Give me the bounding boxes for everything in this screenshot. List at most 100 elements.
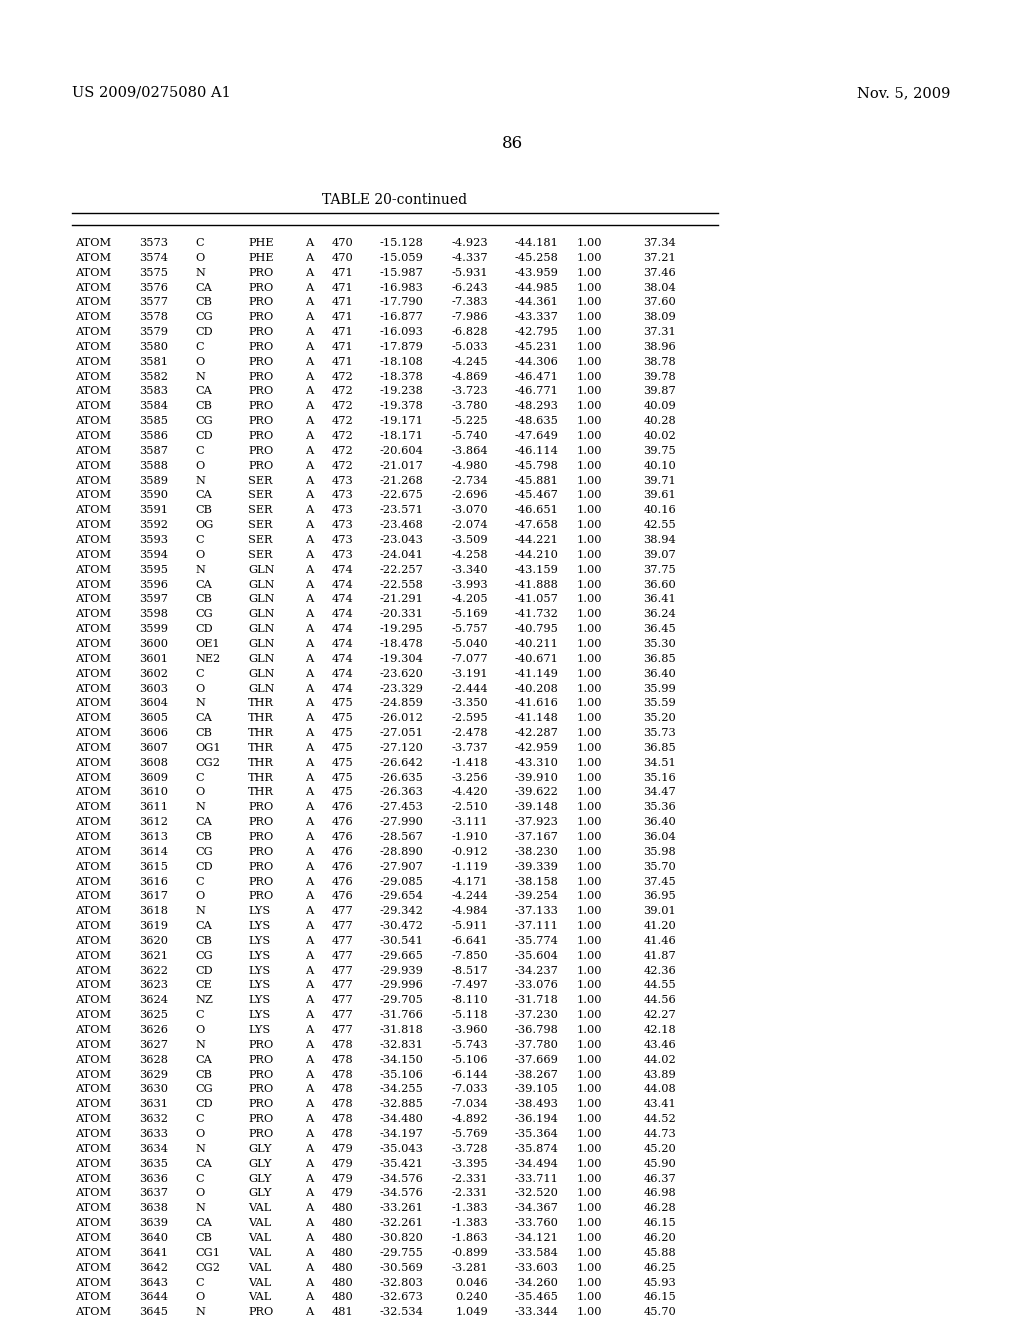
Text: 1.00: 1.00 <box>577 1188 602 1199</box>
Text: 474: 474 <box>331 684 353 693</box>
Text: ATOM: ATOM <box>75 921 112 931</box>
Text: 1.00: 1.00 <box>577 1085 602 1094</box>
Text: ATOM: ATOM <box>75 313 112 322</box>
Text: 1.00: 1.00 <box>577 297 602 308</box>
Text: ATOM: ATOM <box>75 1159 112 1168</box>
Text: -27.907: -27.907 <box>379 862 423 871</box>
Text: A: A <box>305 669 313 678</box>
Text: 476: 476 <box>331 817 353 828</box>
Text: ATOM: ATOM <box>75 491 112 500</box>
Text: ATOM: ATOM <box>75 610 112 619</box>
Text: -2.331: -2.331 <box>452 1188 488 1199</box>
Text: -44.361: -44.361 <box>514 297 558 308</box>
Text: 474: 474 <box>331 594 353 605</box>
Text: 1.00: 1.00 <box>577 817 602 828</box>
Text: 34.51: 34.51 <box>643 758 676 768</box>
Text: 477: 477 <box>331 1010 353 1020</box>
Text: 3592: 3592 <box>139 520 168 531</box>
Text: CB: CB <box>195 401 212 412</box>
Text: 3576: 3576 <box>139 282 168 293</box>
Text: -6.144: -6.144 <box>452 1069 488 1080</box>
Text: CA: CA <box>195 387 212 396</box>
Text: -18.378: -18.378 <box>379 372 423 381</box>
Text: PRO: PRO <box>248 446 273 455</box>
Text: A: A <box>305 624 313 634</box>
Text: 3629: 3629 <box>139 1069 168 1080</box>
Text: ATOM: ATOM <box>75 698 112 709</box>
Text: 473: 473 <box>331 520 353 531</box>
Text: PRO: PRO <box>248 832 273 842</box>
Text: 1.00: 1.00 <box>577 907 602 916</box>
Text: 1.00: 1.00 <box>577 1218 602 1228</box>
Text: 477: 477 <box>331 966 353 975</box>
Text: -29.939: -29.939 <box>379 966 423 975</box>
Text: -37.167: -37.167 <box>514 832 558 842</box>
Text: 34.47: 34.47 <box>643 788 676 797</box>
Text: 1.00: 1.00 <box>577 876 602 887</box>
Text: A: A <box>305 565 313 574</box>
Text: A: A <box>305 1040 313 1049</box>
Text: 471: 471 <box>331 327 353 337</box>
Text: 43.46: 43.46 <box>643 1040 676 1049</box>
Text: A: A <box>305 1100 313 1109</box>
Text: 3593: 3593 <box>139 535 168 545</box>
Text: N: N <box>195 1040 205 1049</box>
Text: 480: 480 <box>331 1292 353 1303</box>
Text: -28.567: -28.567 <box>379 832 423 842</box>
Text: N: N <box>195 268 205 277</box>
Text: 473: 473 <box>331 535 353 545</box>
Text: 1.00: 1.00 <box>577 1055 602 1065</box>
Text: -42.287: -42.287 <box>514 729 558 738</box>
Text: 1.00: 1.00 <box>577 713 602 723</box>
Text: 3621: 3621 <box>139 950 168 961</box>
Text: 36.40: 36.40 <box>643 669 676 678</box>
Text: PRO: PRO <box>248 282 273 293</box>
Text: 1.00: 1.00 <box>577 1233 602 1243</box>
Text: GLY: GLY <box>248 1159 271 1168</box>
Text: -35.106: -35.106 <box>379 1069 423 1080</box>
Text: -17.790: -17.790 <box>379 297 423 308</box>
Text: -32.534: -32.534 <box>379 1307 423 1317</box>
Text: A: A <box>305 1159 313 1168</box>
Text: CB: CB <box>195 936 212 946</box>
Text: GLN: GLN <box>248 565 274 574</box>
Text: 1.00: 1.00 <box>577 1114 602 1125</box>
Text: 472: 472 <box>331 416 353 426</box>
Text: 1.00: 1.00 <box>577 891 602 902</box>
Text: 44.56: 44.56 <box>643 995 676 1006</box>
Text: OE1: OE1 <box>195 639 219 649</box>
Text: ATOM: ATOM <box>75 1263 112 1272</box>
Text: 472: 472 <box>331 372 353 381</box>
Text: 1.00: 1.00 <box>577 461 602 471</box>
Text: 473: 473 <box>331 550 353 560</box>
Text: 3610: 3610 <box>139 788 168 797</box>
Text: 476: 476 <box>331 862 353 871</box>
Text: ATOM: ATOM <box>75 1278 112 1287</box>
Text: -19.238: -19.238 <box>379 387 423 396</box>
Text: -34.255: -34.255 <box>379 1085 423 1094</box>
Text: -34.260: -34.260 <box>514 1278 558 1287</box>
Text: CD: CD <box>195 1100 213 1109</box>
Text: -1.383: -1.383 <box>452 1218 488 1228</box>
Text: 46.37: 46.37 <box>643 1173 676 1184</box>
Text: -39.148: -39.148 <box>514 803 558 812</box>
Text: CB: CB <box>195 594 212 605</box>
Text: -5.740: -5.740 <box>452 432 488 441</box>
Text: -16.983: -16.983 <box>379 282 423 293</box>
Text: 1.00: 1.00 <box>577 921 602 931</box>
Text: 477: 477 <box>331 981 353 990</box>
Text: Nov. 5, 2009: Nov. 5, 2009 <box>857 86 950 100</box>
Text: 474: 474 <box>331 669 353 678</box>
Text: PRO: PRO <box>248 847 273 857</box>
Text: A: A <box>305 950 313 961</box>
Text: -5.225: -5.225 <box>452 416 488 426</box>
Text: -4.205: -4.205 <box>452 594 488 605</box>
Text: A: A <box>305 817 313 828</box>
Text: CA: CA <box>195 282 212 293</box>
Text: 1.00: 1.00 <box>577 594 602 605</box>
Text: A: A <box>305 921 313 931</box>
Text: -42.795: -42.795 <box>514 327 558 337</box>
Text: 1.00: 1.00 <box>577 1069 602 1080</box>
Text: -19.304: -19.304 <box>379 653 423 664</box>
Text: SER: SER <box>248 550 272 560</box>
